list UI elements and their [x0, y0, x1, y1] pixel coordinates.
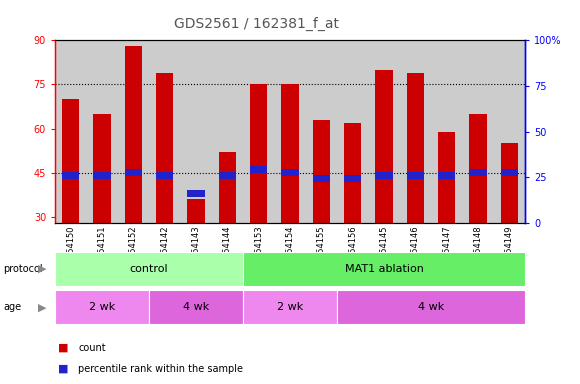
- Bar: [344, 175, 361, 182]
- Bar: [344, 123, 361, 223]
- Text: MAT1 ablation: MAT1 ablation: [345, 264, 423, 274]
- Bar: [250, 84, 267, 223]
- Text: ■: ■: [58, 343, 68, 353]
- Text: 4 wk: 4 wk: [418, 302, 444, 312]
- Bar: [501, 143, 518, 223]
- Bar: [187, 199, 205, 223]
- Bar: [187, 190, 205, 197]
- Text: GDS2561 / 162381_f_at: GDS2561 / 162381_f_at: [174, 17, 339, 31]
- Bar: [375, 172, 393, 179]
- Bar: [313, 120, 330, 223]
- Bar: [469, 169, 487, 176]
- Bar: [219, 172, 236, 179]
- Text: age: age: [3, 302, 21, 312]
- Bar: [281, 84, 299, 223]
- Bar: [469, 114, 487, 223]
- Text: protocol: protocol: [3, 264, 42, 274]
- Bar: [156, 172, 173, 179]
- Bar: [375, 70, 393, 223]
- Bar: [62, 99, 79, 223]
- Text: ▶: ▶: [38, 264, 46, 274]
- Bar: [156, 73, 173, 223]
- Bar: [501, 169, 518, 176]
- Bar: [62, 172, 79, 179]
- Text: ▶: ▶: [38, 302, 46, 312]
- Text: 2 wk: 2 wk: [89, 302, 115, 312]
- Bar: [438, 131, 455, 223]
- Text: count: count: [78, 343, 106, 353]
- Bar: [407, 172, 424, 179]
- Bar: [407, 73, 424, 223]
- Bar: [281, 169, 299, 176]
- Bar: [125, 169, 142, 176]
- Bar: [250, 166, 267, 174]
- Text: 4 wk: 4 wk: [183, 302, 209, 312]
- Bar: [219, 152, 236, 223]
- Text: control: control: [130, 264, 168, 274]
- Bar: [93, 172, 111, 179]
- Bar: [125, 46, 142, 223]
- Text: ■: ■: [58, 364, 68, 374]
- Text: percentile rank within the sample: percentile rank within the sample: [78, 364, 243, 374]
- Bar: [93, 114, 111, 223]
- Bar: [438, 172, 455, 179]
- Bar: [313, 175, 330, 182]
- Text: 2 wk: 2 wk: [277, 302, 303, 312]
